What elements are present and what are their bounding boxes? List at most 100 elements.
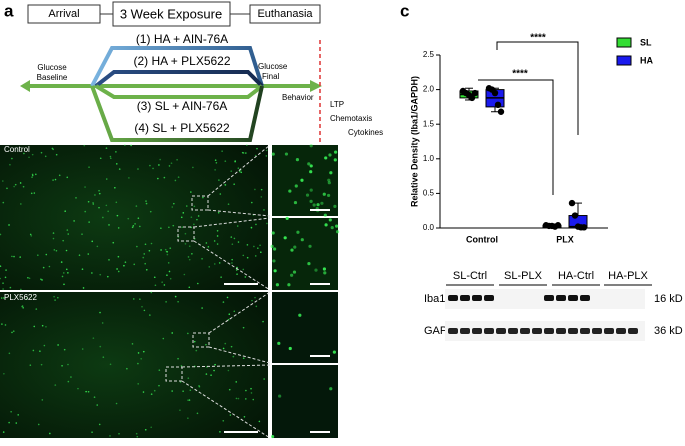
cell — [15, 422, 18, 424]
cell — [73, 220, 75, 222]
cell — [180, 216, 183, 219]
cell — [131, 343, 134, 345]
cell — [141, 305, 143, 308]
cell — [333, 204, 337, 209]
cell — [67, 272, 69, 274]
cell — [283, 236, 287, 240]
cell — [137, 168, 139, 170]
band — [460, 295, 470, 301]
micrograph — [0, 292, 268, 438]
cell — [187, 332, 189, 335]
cell — [246, 144, 248, 146]
cell — [230, 170, 233, 172]
cell — [1, 323, 3, 325]
band — [472, 295, 482, 301]
cell — [233, 310, 236, 313]
cell — [82, 287, 85, 289]
cell — [335, 230, 340, 234]
band — [628, 328, 638, 334]
cell — [216, 243, 219, 245]
cell — [28, 277, 31, 280]
cell — [222, 301, 225, 303]
cell — [230, 236, 233, 238]
cell — [88, 166, 90, 168]
group-label: (3) SL + AIN-76A — [137, 99, 228, 113]
cell — [17, 414, 20, 416]
cell — [230, 345, 233, 348]
cell — [309, 144, 313, 148]
x-tick-label: PLX — [556, 234, 574, 244]
cell — [142, 391, 145, 393]
cell — [118, 168, 121, 170]
legend-swatch — [616, 55, 632, 66]
cell — [139, 225, 141, 228]
cell — [312, 203, 316, 207]
cell — [66, 176, 69, 179]
cell — [229, 414, 232, 416]
cell — [273, 247, 277, 251]
cell — [216, 229, 219, 232]
inset — [272, 365, 338, 438]
cell — [296, 230, 300, 234]
cell — [288, 189, 292, 193]
cell — [182, 390, 184, 393]
cell — [66, 229, 69, 231]
cell — [254, 188, 256, 191]
cell — [145, 200, 147, 202]
cell — [192, 166, 194, 169]
cell — [136, 435, 139, 438]
cell — [30, 192, 33, 195]
point — [568, 199, 576, 207]
cell — [84, 210, 87, 213]
cell — [115, 151, 117, 153]
cell — [63, 283, 65, 286]
cell — [40, 278, 42, 281]
cell — [14, 183, 17, 186]
y-tick-label: 1.5 — [423, 119, 435, 128]
cell — [266, 222, 268, 225]
cell — [157, 177, 159, 180]
cell — [253, 245, 255, 248]
cell — [300, 238, 304, 242]
cell — [101, 322, 104, 324]
cell — [123, 264, 125, 267]
cell — [333, 158, 337, 162]
cell — [29, 233, 32, 236]
cell — [149, 210, 152, 213]
cell — [140, 358, 142, 360]
cell — [22, 185, 25, 188]
band — [616, 328, 626, 334]
cell — [150, 291, 153, 294]
cell — [324, 156, 328, 160]
cell — [270, 244, 274, 249]
cell — [92, 201, 94, 204]
cell — [176, 159, 178, 161]
cell — [149, 164, 151, 167]
cell — [124, 261, 127, 263]
cell — [158, 384, 160, 387]
image-label: PLX5622 — [4, 293, 37, 302]
cell — [75, 197, 77, 199]
cell — [177, 176, 180, 178]
sig-label: **** — [512, 69, 528, 80]
cell — [231, 243, 234, 246]
cell — [12, 330, 15, 332]
cell — [55, 153, 58, 156]
cell — [300, 178, 304, 182]
group-line — [90, 46, 264, 87]
y-axis-label: Relative Density (Iba1/GAPDH) — [409, 76, 419, 207]
cell — [65, 268, 68, 271]
group-line — [90, 85, 264, 142]
cell — [224, 184, 227, 186]
cell — [160, 249, 162, 251]
cell — [135, 432, 138, 435]
cell — [262, 320, 265, 323]
cell — [13, 255, 15, 258]
cell — [20, 203, 22, 205]
cell — [150, 426, 152, 429]
cell — [107, 275, 109, 278]
cell — [163, 176, 166, 179]
point — [571, 212, 579, 219]
cell — [31, 153, 34, 156]
cell — [219, 193, 222, 195]
